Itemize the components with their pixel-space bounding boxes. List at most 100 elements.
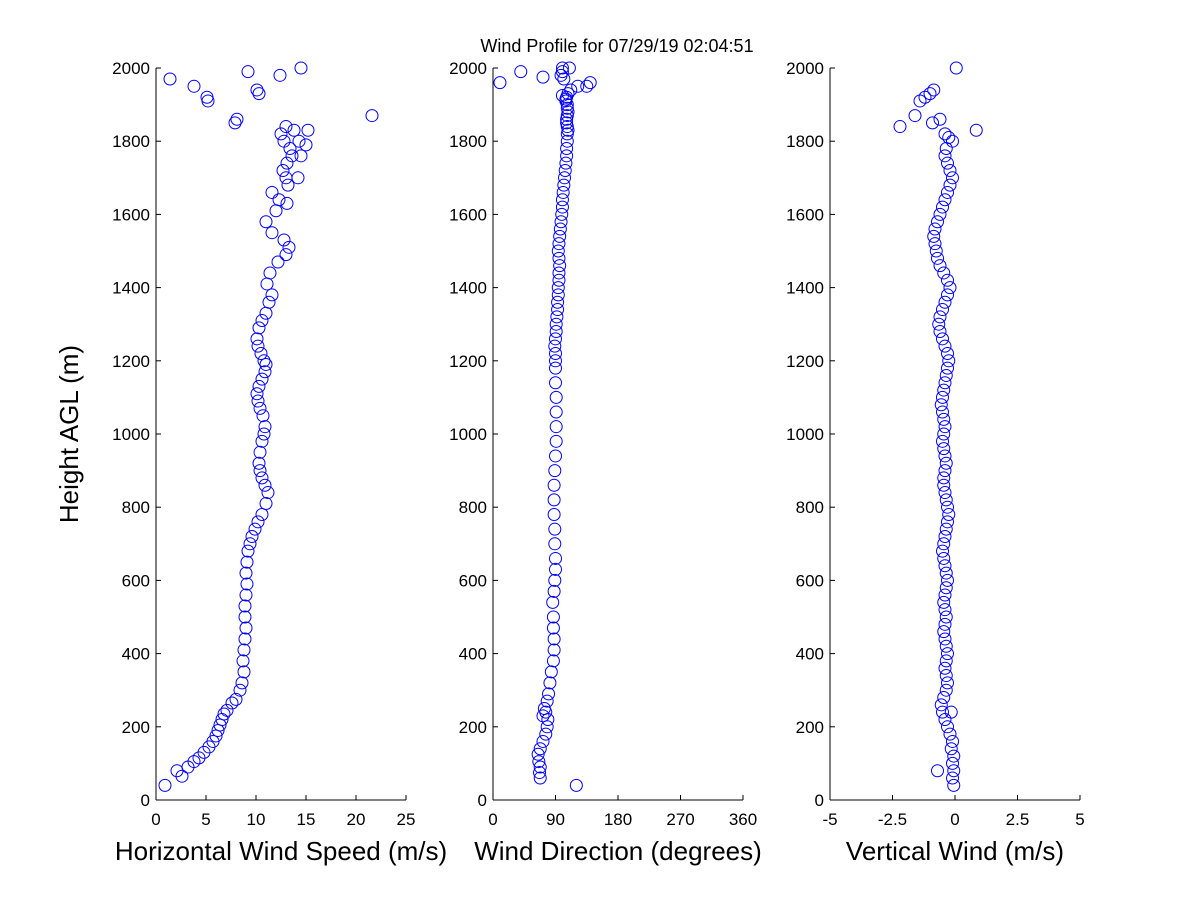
data-point [933, 325, 947, 339]
data-point [555, 207, 569, 221]
data-point [937, 691, 951, 705]
data-point [941, 288, 954, 302]
data-point [969, 123, 983, 137]
data-point [158, 778, 172, 792]
data-point [941, 185, 954, 199]
wind-direction-y-tick-label: 400 [459, 645, 487, 664]
vertical-wind-y-tick-label: 1800 [786, 132, 824, 151]
vertical-wind-y-tick-label: 600 [796, 571, 824, 590]
data-point [253, 445, 267, 459]
data-point [252, 321, 266, 335]
wind-direction-y-tick-label: 1000 [449, 425, 487, 444]
data-point [241, 65, 255, 79]
horizontal-wind-speed-y-tick-label: 600 [122, 571, 150, 590]
data-point [942, 354, 956, 368]
data-point [936, 332, 949, 346]
data-point [944, 705, 958, 719]
data-point [237, 665, 251, 679]
data-point [493, 76, 507, 90]
data-point [936, 705, 949, 719]
data-point [228, 116, 242, 130]
data-point [938, 295, 952, 309]
data-point [251, 394, 265, 408]
data-point [931, 215, 944, 229]
data-point [927, 229, 941, 243]
data-point [250, 332, 264, 346]
data-point [239, 566, 253, 580]
data-point [287, 123, 301, 137]
data-point [938, 420, 952, 434]
data-point [262, 295, 276, 309]
data-point [938, 486, 952, 500]
data-point [549, 420, 563, 434]
data-point [562, 61, 576, 75]
data-point [533, 771, 547, 785]
data-point [253, 464, 267, 478]
data-point [200, 90, 214, 104]
data-point [553, 259, 567, 273]
data-point [240, 577, 254, 591]
data-point [933, 259, 947, 273]
data-point [552, 237, 566, 251]
data-point [947, 778, 961, 792]
horizontal-wind-speed-y-tick-label: 0 [141, 791, 150, 810]
horizontal-wind-speed-y-tick-label: 400 [122, 645, 150, 664]
data-point [225, 696, 239, 710]
data-point [280, 196, 294, 210]
data-point [230, 112, 244, 126]
data-point [163, 72, 177, 86]
data-point [937, 266, 951, 280]
data-point [947, 764, 961, 778]
data-point [554, 215, 568, 229]
vertical-wind-y-tick-label: 1400 [786, 279, 824, 298]
data-point [546, 595, 560, 609]
data-point [301, 123, 315, 137]
wind-direction-x-tick-label: 270 [666, 810, 694, 829]
data-point [936, 390, 949, 404]
data-point [937, 625, 951, 639]
vertical-wind-y-tick-label: 400 [796, 645, 824, 664]
data-point [548, 464, 562, 478]
data-point [929, 244, 943, 258]
data-point [558, 171, 572, 185]
data-point [365, 109, 379, 123]
data-point [559, 156, 573, 170]
data-point [941, 676, 954, 690]
vertical-wind-x-tick-label: -2.5 [878, 810, 907, 829]
data-point [255, 508, 269, 522]
data-point [551, 303, 565, 317]
data-point [546, 610, 560, 624]
data-point [549, 354, 562, 368]
data-point [238, 599, 252, 613]
data-point [279, 120, 293, 134]
horizontal-wind-speed-y-tick-label: 1200 [112, 352, 150, 371]
data-point [560, 134, 574, 148]
data-point [255, 372, 269, 386]
data-point [547, 508, 561, 522]
data-point [938, 339, 952, 353]
data-point [256, 409, 270, 423]
data-point [536, 734, 550, 748]
data-point [281, 178, 295, 192]
data-point [243, 537, 257, 551]
data-point [939, 581, 953, 595]
data-point [549, 325, 563, 339]
data-point [555, 61, 569, 75]
data-point [571, 79, 585, 93]
data-point [250, 387, 264, 401]
data-point [269, 204, 283, 218]
data-point [937, 471, 951, 485]
data-point [939, 639, 953, 653]
vertical-wind-y-tick-label: 0 [815, 791, 824, 810]
data-point [294, 61, 308, 75]
wind-direction-markers [493, 61, 597, 792]
data-point [546, 621, 560, 635]
data-point [549, 376, 562, 390]
data-point [279, 171, 293, 185]
horizontal-wind-speed-markers [158, 61, 379, 792]
data-point [551, 244, 565, 258]
data-point [560, 142, 574, 156]
data-point [936, 405, 949, 419]
wind-direction-y-tick-label: 200 [459, 718, 487, 737]
